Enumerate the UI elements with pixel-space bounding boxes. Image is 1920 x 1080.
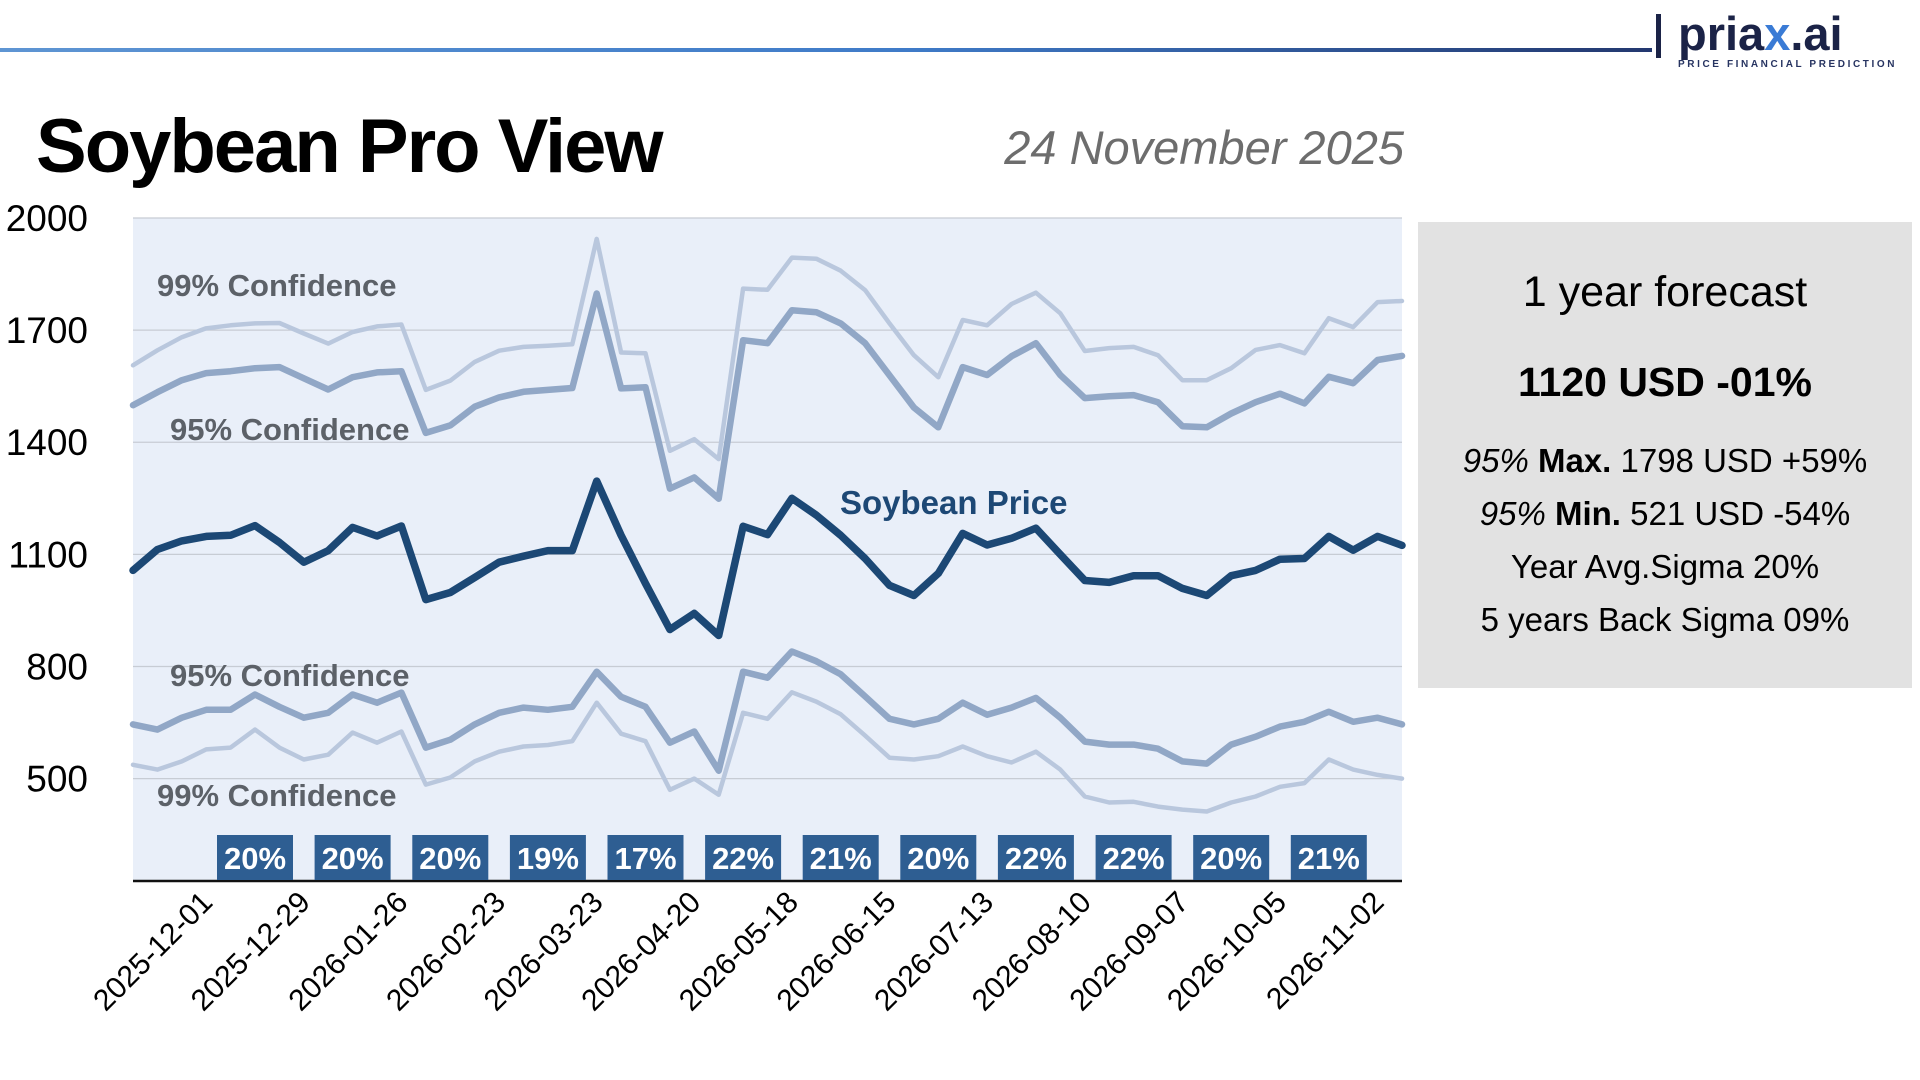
badge-box-7 bbox=[900, 835, 977, 880]
badge-value-1: 20% bbox=[322, 841, 384, 876]
forecast-row-back-sigma: 5 years Back Sigma 09% bbox=[1418, 601, 1912, 639]
forecast-row-max: 95% Max. 1798 USD +59% bbox=[1418, 442, 1912, 480]
badge-box-3 bbox=[509, 835, 586, 880]
badge-value-8: 22% bbox=[1005, 841, 1067, 876]
row-max-label: Max. bbox=[1537, 442, 1621, 479]
badge-value-5: 22% bbox=[712, 841, 774, 876]
series-line-2-soybean-price bbox=[129, 477, 1406, 640]
badge-box-10 bbox=[1193, 835, 1270, 880]
logo-mark bbox=[1656, 14, 1661, 58]
logo-x: x bbox=[1764, 7, 1791, 60]
row-max-value: 1798 USD +59% bbox=[1620, 442, 1868, 479]
row-min-value: 521 USD -54% bbox=[1630, 495, 1851, 532]
lower-95-confidence-label: 95% Confidence bbox=[170, 658, 409, 693]
badge-box-9 bbox=[1095, 835, 1172, 880]
badge-box-2 bbox=[412, 835, 489, 880]
series-lines bbox=[129, 236, 1406, 814]
logo-pre: pria bbox=[1678, 7, 1765, 60]
badge-box-11 bbox=[1290, 835, 1367, 880]
badge-value-2: 20% bbox=[419, 841, 481, 876]
badge-value-0: 20% bbox=[224, 841, 286, 876]
header-rule bbox=[0, 48, 1652, 52]
badge-value-9: 22% bbox=[1103, 841, 1165, 876]
badge-box-0 bbox=[217, 835, 293, 880]
row-min-label: Min. bbox=[1554, 495, 1631, 532]
y-tick-label-2000: 2000 bbox=[6, 198, 88, 239]
row-min-prefix: 95% bbox=[1479, 495, 1555, 532]
gridlines bbox=[133, 217, 1402, 780]
badge-value-3: 19% bbox=[517, 841, 579, 876]
series-line-1-95-confidence-upper- bbox=[129, 290, 1406, 502]
series-line-0-99-confidence-upper- bbox=[130, 236, 1405, 462]
badge-value-6: 21% bbox=[810, 841, 872, 876]
forecast-row-min: 95% Min. 521 USD -54% bbox=[1418, 495, 1912, 533]
lower-99-confidence-label: 99% Confidence bbox=[157, 778, 396, 813]
badge-box-4 bbox=[607, 835, 684, 880]
logo-tagline: PRICE FINANCIAL PREDICTION bbox=[1678, 59, 1898, 70]
badge-value-7: 20% bbox=[907, 841, 969, 876]
forecast-main-value: 1120 USD -01% bbox=[1517, 359, 1812, 405]
upper-95-confidence-label: 95% Confidence bbox=[170, 412, 409, 447]
soybean-price-label: Soybean Price bbox=[840, 484, 1067, 521]
page-title: Soybean Pro View bbox=[36, 103, 664, 189]
row-ys-value: Year Avg.Sigma 20% bbox=[1510, 548, 1820, 585]
forecast-panel-title: 1 year forecast bbox=[1522, 268, 1808, 316]
row-bs-value: 5 years Back Sigma 09% bbox=[1480, 601, 1850, 638]
forecast-row-year-sigma: Year Avg.Sigma 20% bbox=[1418, 548, 1912, 586]
badge-box-5 bbox=[705, 835, 782, 880]
y-tick-label-1400: 1400 bbox=[6, 422, 88, 463]
priax-logo-wordmark: priax.ai bbox=[1678, 10, 1914, 57]
upper-99-confidence-label: 99% Confidence bbox=[157, 268, 396, 303]
forecast-panel: 1 year forecast 1120 USD -01% 95% Max. 1… bbox=[1418, 222, 1912, 688]
y-axis-labels: 2000 1700 1400 1100 800 500 bbox=[6, 198, 88, 800]
priax-logo: priax.ai PRICE FINANCIAL PREDICTION bbox=[1678, 10, 1914, 70]
report-date: 24 November 2025 bbox=[1004, 121, 1404, 174]
plot-background bbox=[133, 218, 1402, 881]
badge-value-11: 21% bbox=[1298, 841, 1360, 876]
forecast-detail-rows: 95% Max. 1798 USD +59% 95% Min. 521 USD … bbox=[1418, 442, 1912, 639]
badge-value-4: 17% bbox=[614, 841, 676, 876]
y-tick-label-1100: 1100 bbox=[8, 534, 88, 575]
x-axis-labels: 2025-12-012025-12-292026-01-262026-02-23… bbox=[87, 886, 1390, 1018]
badge-box-6 bbox=[802, 835, 879, 880]
badge-box-8 bbox=[997, 835, 1074, 880]
row-max-prefix: 95% bbox=[1462, 442, 1538, 479]
sigma-badges: 20% 20% 20% 19% 17% 22% 21% 20% 22% 22% 20% 21% bbox=[217, 835, 1367, 880]
y-tick-label-1700: 1700 bbox=[6, 310, 88, 351]
badge-box-1 bbox=[314, 835, 391, 880]
y-tick-label-800: 800 bbox=[26, 646, 88, 687]
series-line-4-99-confidence-lower- bbox=[130, 690, 1405, 814]
y-tick-label-500: 500 bbox=[26, 759, 88, 800]
logo-post: .ai bbox=[1790, 7, 1843, 60]
series-line-3-95-confidence-lower- bbox=[129, 648, 1406, 774]
badge-value-10: 20% bbox=[1200, 841, 1262, 876]
